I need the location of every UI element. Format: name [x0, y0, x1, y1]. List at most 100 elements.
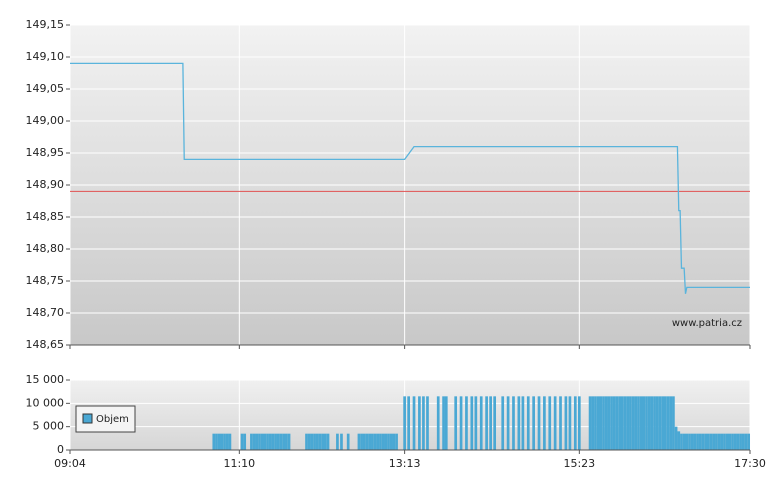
volume-bar — [577, 396, 581, 450]
volume-bar — [493, 396, 497, 450]
volume-bar — [418, 396, 421, 450]
volume-bar — [422, 396, 425, 450]
volume-bar — [680, 433, 683, 450]
volume-bar — [395, 433, 398, 450]
volume-bar — [250, 433, 253, 450]
volume-bar — [704, 433, 708, 450]
volume-bar — [387, 433, 390, 450]
volume-bar — [747, 433, 751, 450]
y-tick-label: 10 000 — [26, 396, 65, 409]
y-tick-label: 148,85 — [26, 210, 65, 223]
volume-bar — [307, 433, 311, 450]
y-tick-label: 148,90 — [26, 178, 65, 191]
volume-bar — [658, 396, 662, 450]
volume-bar — [661, 396, 664, 450]
volume-bar — [666, 396, 670, 450]
volume-bar — [326, 433, 330, 450]
volume-bar — [376, 433, 380, 450]
x-tick-label: 13:13 — [389, 457, 421, 470]
volume-bar — [506, 396, 510, 450]
volume-bar — [744, 433, 748, 450]
volume-bar — [362, 433, 366, 450]
volume-bar — [715, 433, 718, 450]
x-tick-label: 09:04 — [54, 457, 86, 470]
volume-bar — [712, 433, 716, 450]
volume-bar — [594, 396, 597, 450]
volume-bar — [731, 433, 734, 450]
volume-bar — [677, 431, 681, 450]
volume-bar — [631, 396, 635, 450]
volume-bar — [412, 396, 416, 450]
volume-bar — [501, 396, 505, 450]
volume-bar — [517, 396, 521, 450]
volume-bar — [474, 396, 478, 450]
volume-bar — [371, 433, 374, 450]
volume-bar — [323, 433, 327, 450]
volume-bar — [485, 396, 488, 450]
volume-bar — [629, 396, 632, 450]
volume-bar — [263, 433, 267, 450]
volume-bar — [282, 433, 286, 450]
volume-bar — [279, 433, 283, 450]
volume-bar — [381, 433, 385, 450]
volume-bar — [728, 433, 732, 450]
volume-bar — [607, 396, 611, 450]
volume-bar — [634, 396, 638, 450]
volume-bar — [568, 396, 572, 450]
volume-bar — [620, 396, 624, 450]
volume-bar — [532, 396, 535, 450]
volume-bar — [709, 433, 713, 450]
annotation: www.patria.cz — [672, 318, 742, 329]
volume-bar — [588, 396, 592, 450]
volume-bar — [258, 433, 261, 450]
volume-bar — [287, 433, 291, 450]
volume-bar — [717, 433, 721, 450]
volume-bar — [360, 433, 363, 450]
volume-bar — [725, 433, 729, 450]
volume-bar — [573, 396, 577, 450]
volume-bar — [639, 396, 643, 450]
volume-bar — [321, 433, 324, 450]
volume-bar — [674, 426, 678, 450]
x-tick-label: 15:23 — [563, 457, 595, 470]
volume-bar — [217, 433, 221, 450]
volume-bar — [243, 433, 247, 450]
volume-bar — [255, 433, 259, 450]
x-tick-label: 17:30 — [734, 457, 766, 470]
volume-bar — [392, 433, 396, 450]
volume-bar — [346, 433, 350, 450]
volume-bar — [645, 396, 648, 450]
volume-bar — [599, 396, 603, 450]
volume-bar — [612, 396, 616, 450]
volume-bar — [454, 396, 458, 450]
y-tick-label: 0 — [57, 443, 64, 456]
volume-bar — [521, 396, 525, 450]
volume-bar — [672, 396, 675, 450]
volume-bar — [669, 396, 673, 450]
volume-bar — [596, 396, 600, 450]
volume-bar — [653, 396, 656, 450]
price-line — [70, 62, 750, 294]
volume-bar — [212, 433, 216, 450]
volume-bar — [260, 433, 264, 450]
volume-bar — [610, 396, 613, 450]
volume-bar — [548, 396, 552, 450]
volume-bar — [615, 396, 619, 450]
volume-bar — [706, 433, 710, 450]
volume-bar — [313, 433, 316, 450]
y-tick-label: 149,15 — [26, 18, 65, 31]
volume-bar — [276, 433, 280, 450]
volume-bar — [663, 396, 667, 450]
y-tick-label: 148,80 — [26, 242, 65, 255]
volume-bar — [252, 433, 256, 450]
volume-bar — [696, 433, 699, 450]
volume-bar — [701, 433, 705, 450]
volume-bar — [559, 396, 562, 450]
volume-bar — [489, 396, 492, 450]
volume-bar — [365, 433, 369, 450]
volume-bar — [266, 433, 269, 450]
volume-bar — [537, 396, 541, 450]
volume-bar — [685, 433, 689, 450]
volume-bar — [650, 396, 654, 450]
